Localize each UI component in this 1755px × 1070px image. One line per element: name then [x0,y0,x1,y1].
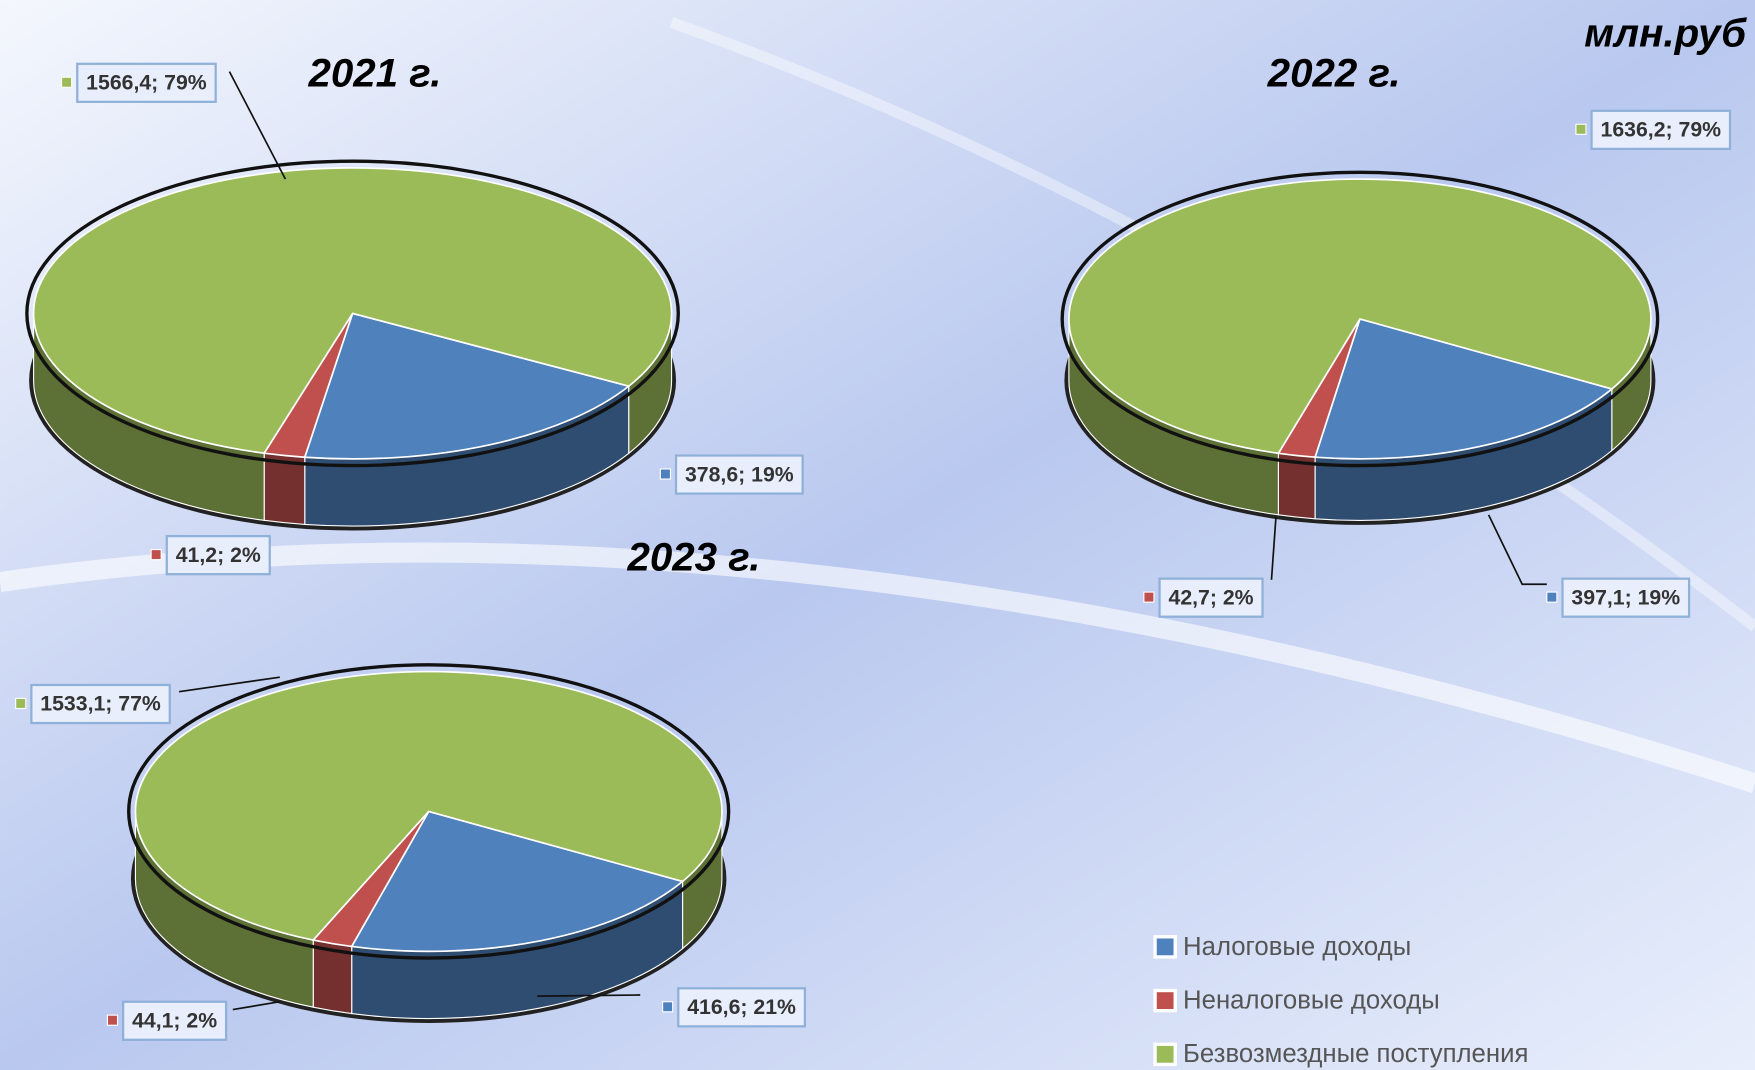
legend-label: Налоговые доходы [1183,933,1411,961]
label-key [150,548,162,561]
leader-line [1270,517,1277,580]
pie-rim [25,159,680,468]
label-box [674,454,804,495]
leader-line [232,1000,280,1011]
value-label: 44,1; 2% [132,1008,217,1032]
label-key [1575,123,1587,135]
slice [350,810,685,953]
leader-line [1487,514,1547,586]
label-box [122,1000,228,1041]
value-label: 1566,4; 79% [86,71,207,95]
value-label: 1636,2; 79% [1601,118,1722,142]
slice [303,312,631,460]
label-key [1143,591,1155,603]
pie-rim [1060,170,1660,468]
legend-label: Безвозмездные поступления [1183,1040,1528,1068]
slice [1313,317,1614,460]
label-box [677,987,807,1028]
chart-title: 2022 г. [1267,51,1401,96]
pie-rim [127,663,731,960]
legend-key [1153,935,1177,959]
leader-line [537,994,641,997]
chart-title: 2021 г. [307,51,441,96]
value-label: 416,6; 21% [687,995,796,1019]
slice [1068,178,1652,455]
legend-label: Неналоговые доходы [1183,987,1440,1015]
label-key [659,468,671,480]
leader-line [228,71,287,180]
value-label: 397,1; 19% [1571,585,1680,609]
slice [32,167,673,455]
label-box [1590,109,1732,150]
value-label: 378,6; 19% [685,462,794,486]
label-key [106,1014,119,1026]
label-box [1561,577,1691,618]
value-label: 1533,1; 77% [40,692,161,716]
leader-line [178,676,280,693]
label-box [76,62,217,103]
label-box [30,683,171,725]
legend-key [1153,988,1177,1013]
label-box [1158,577,1264,618]
label-box [165,535,271,576]
label-key [1546,591,1558,603]
legend-key [1153,1042,1177,1067]
value-label: 41,2; 2% [176,543,261,567]
label-key [15,697,27,710]
label-key [61,76,73,88]
chart-title: 2023 г. [626,534,760,579]
value-label: 42,7; 2% [1169,585,1254,609]
unit-label: млн.руб [1584,10,1747,55]
label-key [662,1001,674,1013]
slice [134,670,723,941]
